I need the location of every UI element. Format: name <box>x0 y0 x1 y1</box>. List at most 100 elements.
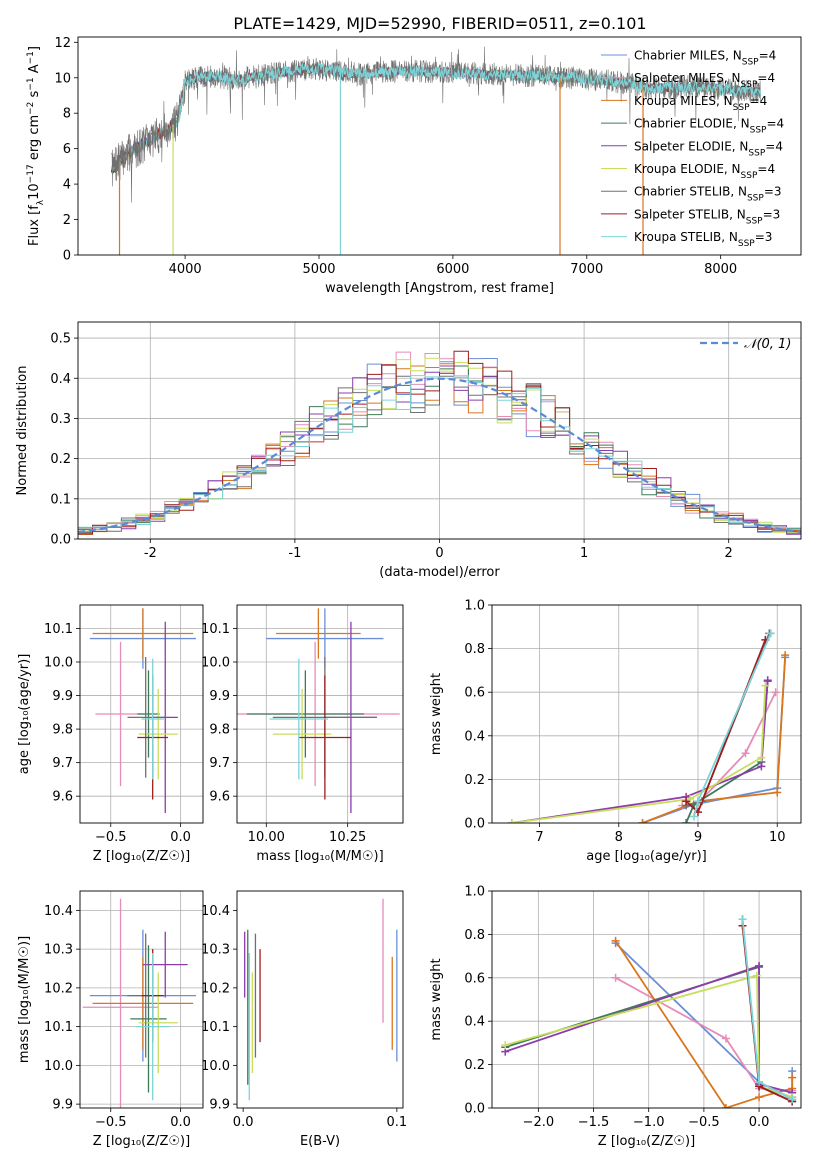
axes-frame <box>79 890 204 1109</box>
y-axis-label: Flux [fλ10−17 erg cm−2 s−1 A−1] <box>26 46 46 246</box>
legend-label-chabrier-miles: Chabrier MILES, NSSP=4 <box>634 49 776 68</box>
y-tick-label: 0.6 <box>464 686 485 701</box>
x-tick-label: −0.5 <box>95 1115 127 1130</box>
legend-label-kroupa-stelib: Kroupa STELIB, NSSP=3 <box>634 230 772 249</box>
legend-label-chabrier-elodie: Chabrier ELODIE, NSSP=4 <box>634 117 784 136</box>
y-tick-label: 9.6 <box>52 790 73 805</box>
x-tick-label: 0.1 <box>387 1115 408 1130</box>
x-tick-label: 0.0 <box>233 1115 254 1130</box>
weight-marker-kroupa-miles <box>638 819 647 823</box>
legend-label-normal: 𝒩(0, 1) <box>744 337 791 352</box>
y-tick-label: 9.9 <box>52 689 73 704</box>
y-tick-label: 0.0 <box>464 1102 485 1117</box>
x-tick-label: 0 <box>435 546 443 561</box>
x-tick-label: 0.0 <box>170 830 191 845</box>
y-tick-label: 0.4 <box>50 372 71 387</box>
weight-marker-kroupa-elodie <box>752 971 761 980</box>
y-tick-label: 10.4 <box>44 904 73 919</box>
y-axis-label: age [log₁₀(age/yr)] <box>17 654 32 775</box>
weight-marker-chabrier-elodie <box>682 819 691 823</box>
panel-z-vs-mass: −0.5 0.0 9.9 10.0 10.1 10.2 10.3 10.4 Z [log₁₀(Z… <box>17 890 204 1149</box>
y-tick-label: 10 <box>54 71 71 86</box>
axes-frame <box>491 604 802 824</box>
y-tick-label: 9.9 <box>209 1098 230 1113</box>
plot-area-z-vs-age <box>89 608 197 813</box>
panel-z-vs-weight: −2.0 −1.5 −1.0 −0.5 0.0 0.0 0.2 0.4 0.6 0.8 1.0 Z [… <box>429 885 802 1149</box>
plot-area-z-vs-weight <box>501 915 797 1108</box>
weight-marker-salpeter-miles <box>721 1034 730 1043</box>
panel-spectrum: 4000 5000 6000 7000 8000 0 2 4 6 8 10 12 wavelength … <box>26 36 802 296</box>
x-tick-label: 7 <box>535 830 543 845</box>
y-tick-label: 6 <box>63 142 71 157</box>
y-tick-label: 9.8 <box>52 723 73 738</box>
y-tick-label: 0.8 <box>464 642 485 657</box>
weight-marker-kroupa-elodie <box>501 1041 510 1050</box>
y-tick-label: 0.6 <box>464 971 485 986</box>
x-tick-label: 9 <box>694 830 702 845</box>
x-tick-label: 5000 <box>302 262 335 277</box>
y-tick-label: 10.3 <box>201 943 230 958</box>
weight-marker-salpeter-miles <box>741 749 750 758</box>
x-tick-label: 0.0 <box>749 1115 770 1130</box>
weight-marker-kroupa-stelib <box>788 1095 797 1104</box>
x-tick-label: 1 <box>580 546 588 561</box>
weight-marker-kroupa-stelib <box>690 812 699 821</box>
x-axis-label: (data-model)/error <box>379 565 500 580</box>
y-tick-label: 10.0 <box>201 656 230 671</box>
y-tick-label: 9.9 <box>52 1098 73 1113</box>
x-tick-label: -2 <box>144 546 157 561</box>
weight-marker-salpeter-miles <box>771 688 780 697</box>
y-tick-label: 2 <box>63 213 71 228</box>
y-tick-label: 0.1 <box>50 492 71 507</box>
x-tick-label: 10.25 <box>329 830 366 845</box>
panel-z-vs-age: −0.5 0.0 9.6 9.7 9.8 9.9 10.0 10.1 Z [log₁₀(Z/Z☉… <box>17 604 204 864</box>
grid-z-vs-age <box>80 605 203 823</box>
y-tick-label: 0.4 <box>464 729 485 744</box>
grid-mass-vs-age <box>237 605 403 823</box>
y-tick-label: 0.2 <box>464 1058 485 1073</box>
weight-marker-kroupa-miles <box>788 1073 797 1082</box>
y-tick-label: 0.2 <box>50 452 71 467</box>
weight-line-kroupa-elodie <box>504 974 793 1099</box>
weight-marker-salpeter-miles <box>611 973 620 982</box>
weight-marker-salpeter-stelib <box>682 797 691 806</box>
x-tick-label: 8000 <box>704 262 737 277</box>
plot-area-age-vs-weight <box>507 629 790 823</box>
y-tick-label: 9.7 <box>209 756 230 771</box>
y-tick-label: 10.0 <box>44 1059 73 1074</box>
x-axis-label: Z [log₁₀(Z/Z☉)] <box>598 1134 695 1149</box>
legend-label-salpeter-miles: Salpeter MILES, NSSP=4 <box>634 71 775 90</box>
y-tick-label: 10.1 <box>44 1020 73 1035</box>
axes-frame <box>77 321 802 540</box>
grid-z-vs-weight <box>492 890 801 1109</box>
y-tick-label: 10.0 <box>201 1059 230 1074</box>
x-tick-label: 4000 <box>169 262 202 277</box>
normal-reference-curve <box>78 377 801 534</box>
y-tick-label: 9.9 <box>209 689 230 704</box>
x-tick-label: −1.0 <box>633 1115 665 1130</box>
weight-marker-kroupa-miles <box>773 788 782 797</box>
y-tick-label: 0.0 <box>464 817 485 832</box>
weight-marker-salpeter-elodie <box>763 676 772 685</box>
x-axis-label: Z [log₁₀(Z/Z☉)] <box>93 849 190 864</box>
y-tick-label: 10.1 <box>44 622 73 637</box>
y-axis-label: mass [log₁₀(M/M☉)] <box>17 936 32 1063</box>
figure-title: PLATE=1429, MJD=52990, FIBERID=0511, z=0… <box>233 14 646 33</box>
y-tick-label: 0 <box>63 249 71 264</box>
x-tick-label: 10 <box>769 830 786 845</box>
axes-frame <box>236 604 404 824</box>
legend-label-kroupa-miles: Kroupa MILES, NSSP=4 <box>634 94 767 113</box>
x-tick-label: 8 <box>615 830 623 845</box>
weight-line-salpeter-elodie <box>504 964 793 1094</box>
y-tick-label: 1.0 <box>464 599 485 614</box>
y-tick-label: 10.2 <box>201 981 230 996</box>
weight-marker-kroupa-elodie <box>757 753 766 762</box>
weight-marker-kroupa-miles <box>611 936 620 945</box>
weight-line-kroupa-miles <box>642 655 787 823</box>
y-tick-label: 10.4 <box>201 904 230 919</box>
weight-marker-kroupa-miles <box>781 651 790 660</box>
weight-marker-kroupa-stelib <box>738 915 747 924</box>
y-tick-label: 0.8 <box>464 928 485 943</box>
weight-marker-salpeter-elodie <box>757 762 766 771</box>
